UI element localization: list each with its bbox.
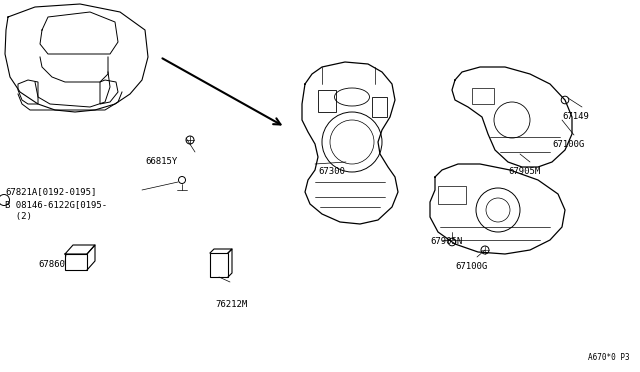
Bar [210,253,228,277]
Text: 67905M: 67905M [508,167,540,176]
Bar [438,186,466,204]
Bar [65,254,87,270]
Text: 67860: 67860 [38,260,65,269]
Text: 67300: 67300 [318,167,345,176]
Text: 67100G: 67100G [455,262,487,271]
Text: 76212M: 76212M [215,300,247,309]
Text: 67100G: 67100G [552,140,584,149]
Text: 66815Y: 66815Y [145,157,177,166]
Text: B 08146-6122G[0195-: B 08146-6122G[0195- [5,200,107,209]
Text: A670*0 P3: A670*0 P3 [588,353,630,362]
Text: (2): (2) [5,212,32,221]
Text: 67821A[0192-0195]: 67821A[0192-0195] [5,187,97,196]
Text: 67905N: 67905N [430,237,462,246]
Bar [318,90,336,112]
Bar [472,88,494,104]
Text: 67149: 67149 [562,112,589,121]
Bar [372,97,387,117]
